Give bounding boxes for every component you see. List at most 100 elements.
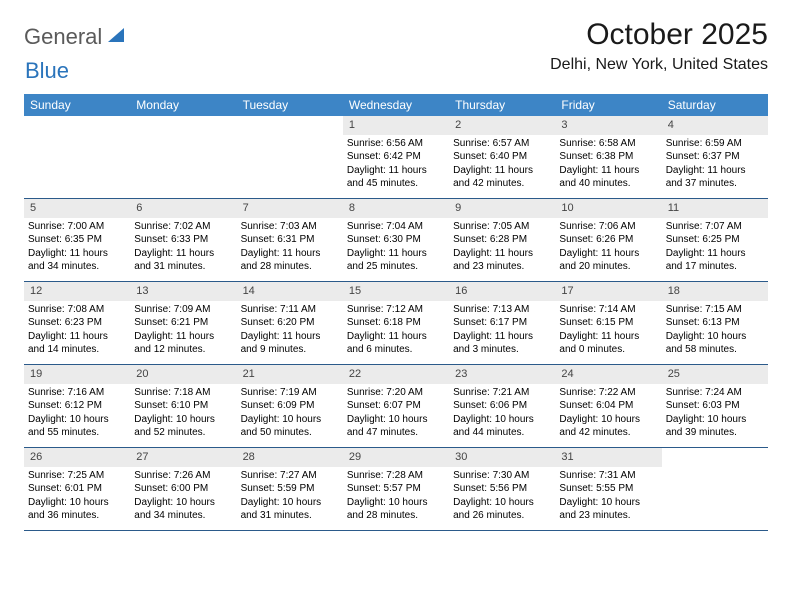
daylight-text: Daylight: 11 hours and 20 minutes. <box>559 247 657 274</box>
day-body: Sunrise: 7:16 AMSunset: 6:12 PMDaylight:… <box>24 384 130 444</box>
days-of-week-header: Sunday Monday Tuesday Wednesday Thursday… <box>24 94 768 116</box>
day-number: 5 <box>24 199 130 218</box>
daylight-text: Daylight: 11 hours and 31 minutes. <box>134 247 232 274</box>
dow-tuesday: Tuesday <box>237 94 343 116</box>
location-text: Delhi, New York, United States <box>550 56 768 74</box>
day-body: Sunrise: 7:07 AMSunset: 6:25 PMDaylight:… <box>662 218 768 278</box>
sunset-text: Sunset: 6:12 PM <box>28 399 126 413</box>
day-cell: 23Sunrise: 7:21 AMSunset: 6:06 PMDayligh… <box>449 365 555 447</box>
day-cell: 10Sunrise: 7:06 AMSunset: 6:26 PMDayligh… <box>555 199 661 281</box>
sunrise-text: Sunrise: 7:11 AM <box>241 303 339 317</box>
day-cell: 25Sunrise: 7:24 AMSunset: 6:03 PMDayligh… <box>662 365 768 447</box>
day-cell <box>662 448 768 530</box>
day-cell: 15Sunrise: 7:12 AMSunset: 6:18 PMDayligh… <box>343 282 449 364</box>
day-number: 17 <box>555 282 661 301</box>
day-number: 7 <box>237 199 343 218</box>
sunset-text: Sunset: 6:13 PM <box>666 316 764 330</box>
sunrise-text: Sunrise: 7:25 AM <box>28 469 126 483</box>
sunrise-text: Sunrise: 7:07 AM <box>666 220 764 234</box>
day-cell: 27Sunrise: 7:26 AMSunset: 6:00 PMDayligh… <box>130 448 236 530</box>
weeks-container: 1Sunrise: 6:56 AMSunset: 6:42 PMDaylight… <box>24 116 768 531</box>
dow-monday: Monday <box>130 94 236 116</box>
daylight-text: Daylight: 10 hours and 55 minutes. <box>28 413 126 440</box>
sunset-text: Sunset: 6:31 PM <box>241 233 339 247</box>
day-body: Sunrise: 7:20 AMSunset: 6:07 PMDaylight:… <box>343 384 449 444</box>
day-cell: 4Sunrise: 6:59 AMSunset: 6:37 PMDaylight… <box>662 116 768 198</box>
day-number: 8 <box>343 199 449 218</box>
day-number: 9 <box>449 199 555 218</box>
sunset-text: Sunset: 6:17 PM <box>453 316 551 330</box>
week-row: 5Sunrise: 7:00 AMSunset: 6:35 PMDaylight… <box>24 199 768 282</box>
month-title: October 2025 <box>550 18 768 52</box>
daylight-text: Daylight: 11 hours and 9 minutes. <box>241 330 339 357</box>
day-cell: 14Sunrise: 7:11 AMSunset: 6:20 PMDayligh… <box>237 282 343 364</box>
day-number: 13 <box>130 282 236 301</box>
sunrise-text: Sunrise: 7:02 AM <box>134 220 232 234</box>
daylight-text: Daylight: 10 hours and 36 minutes. <box>28 496 126 523</box>
day-body: Sunrise: 7:28 AMSunset: 5:57 PMDaylight:… <box>343 467 449 527</box>
daylight-text: Daylight: 11 hours and 14 minutes. <box>28 330 126 357</box>
sunset-text: Sunset: 6:06 PM <box>453 399 551 413</box>
daylight-text: Daylight: 11 hours and 40 minutes. <box>559 164 657 191</box>
day-cell: 13Sunrise: 7:09 AMSunset: 6:21 PMDayligh… <box>130 282 236 364</box>
daylight-text: Daylight: 11 hours and 0 minutes. <box>559 330 657 357</box>
day-body: Sunrise: 7:13 AMSunset: 6:17 PMDaylight:… <box>449 301 555 361</box>
sunset-text: Sunset: 6:00 PM <box>134 482 232 496</box>
day-cell: 16Sunrise: 7:13 AMSunset: 6:17 PMDayligh… <box>449 282 555 364</box>
day-number: 31 <box>555 448 661 467</box>
brand-general: General <box>24 24 102 50</box>
day-number: 10 <box>555 199 661 218</box>
day-body: Sunrise: 7:27 AMSunset: 5:59 PMDaylight:… <box>237 467 343 527</box>
day-cell: 20Sunrise: 7:18 AMSunset: 6:10 PMDayligh… <box>130 365 236 447</box>
day-body: Sunrise: 7:31 AMSunset: 5:55 PMDaylight:… <box>555 467 661 527</box>
sunset-text: Sunset: 6:15 PM <box>559 316 657 330</box>
day-cell <box>237 116 343 198</box>
sunset-text: Sunset: 5:55 PM <box>559 482 657 496</box>
day-number: 24 <box>555 365 661 384</box>
sunrise-text: Sunrise: 7:00 AM <box>28 220 126 234</box>
daylight-text: Daylight: 10 hours and 44 minutes. <box>453 413 551 440</box>
day-body: Sunrise: 7:09 AMSunset: 6:21 PMDaylight:… <box>130 301 236 361</box>
sunset-text: Sunset: 6:33 PM <box>134 233 232 247</box>
day-number: 16 <box>449 282 555 301</box>
day-number: 18 <box>662 282 768 301</box>
day-number: 4 <box>662 116 768 135</box>
day-cell: 21Sunrise: 7:19 AMSunset: 6:09 PMDayligh… <box>237 365 343 447</box>
day-cell: 26Sunrise: 7:25 AMSunset: 6:01 PMDayligh… <box>24 448 130 530</box>
sunset-text: Sunset: 6:37 PM <box>666 150 764 164</box>
day-cell: 24Sunrise: 7:22 AMSunset: 6:04 PMDayligh… <box>555 365 661 447</box>
day-number: 23 <box>449 365 555 384</box>
sunrise-text: Sunrise: 7:31 AM <box>559 469 657 483</box>
daylight-text: Daylight: 11 hours and 6 minutes. <box>347 330 445 357</box>
day-cell <box>130 116 236 198</box>
week-row: 12Sunrise: 7:08 AMSunset: 6:23 PMDayligh… <box>24 282 768 365</box>
day-cell: 6Sunrise: 7:02 AMSunset: 6:33 PMDaylight… <box>130 199 236 281</box>
daylight-text: Daylight: 11 hours and 17 minutes. <box>666 247 764 274</box>
day-cell: 7Sunrise: 7:03 AMSunset: 6:31 PMDaylight… <box>237 199 343 281</box>
daylight-text: Daylight: 11 hours and 25 minutes. <box>347 247 445 274</box>
day-number: 12 <box>24 282 130 301</box>
day-number: 22 <box>343 365 449 384</box>
sunset-text: Sunset: 5:56 PM <box>453 482 551 496</box>
day-body: Sunrise: 6:56 AMSunset: 6:42 PMDaylight:… <box>343 135 449 195</box>
daylight-text: Daylight: 10 hours and 47 minutes. <box>347 413 445 440</box>
dow-wednesday: Wednesday <box>343 94 449 116</box>
brand-logo: General <box>24 18 128 50</box>
sunrise-text: Sunrise: 7:28 AM <box>347 469 445 483</box>
day-cell: 5Sunrise: 7:00 AMSunset: 6:35 PMDaylight… <box>24 199 130 281</box>
day-number: 15 <box>343 282 449 301</box>
day-cell: 22Sunrise: 7:20 AMSunset: 6:07 PMDayligh… <box>343 365 449 447</box>
sunrise-text: Sunrise: 7:06 AM <box>559 220 657 234</box>
day-body: Sunrise: 7:22 AMSunset: 6:04 PMDaylight:… <box>555 384 661 444</box>
sunset-text: Sunset: 6:21 PM <box>134 316 232 330</box>
daylight-text: Daylight: 10 hours and 28 minutes. <box>347 496 445 523</box>
day-cell: 11Sunrise: 7:07 AMSunset: 6:25 PMDayligh… <box>662 199 768 281</box>
day-cell: 12Sunrise: 7:08 AMSunset: 6:23 PMDayligh… <box>24 282 130 364</box>
daylight-text: Daylight: 10 hours and 58 minutes. <box>666 330 764 357</box>
calendar: Sunday Monday Tuesday Wednesday Thursday… <box>24 94 768 531</box>
daylight-text: Daylight: 11 hours and 28 minutes. <box>241 247 339 274</box>
sunrise-text: Sunrise: 7:19 AM <box>241 386 339 400</box>
day-body: Sunrise: 7:04 AMSunset: 6:30 PMDaylight:… <box>343 218 449 278</box>
sunrise-text: Sunrise: 7:24 AM <box>666 386 764 400</box>
day-cell: 19Sunrise: 7:16 AMSunset: 6:12 PMDayligh… <box>24 365 130 447</box>
